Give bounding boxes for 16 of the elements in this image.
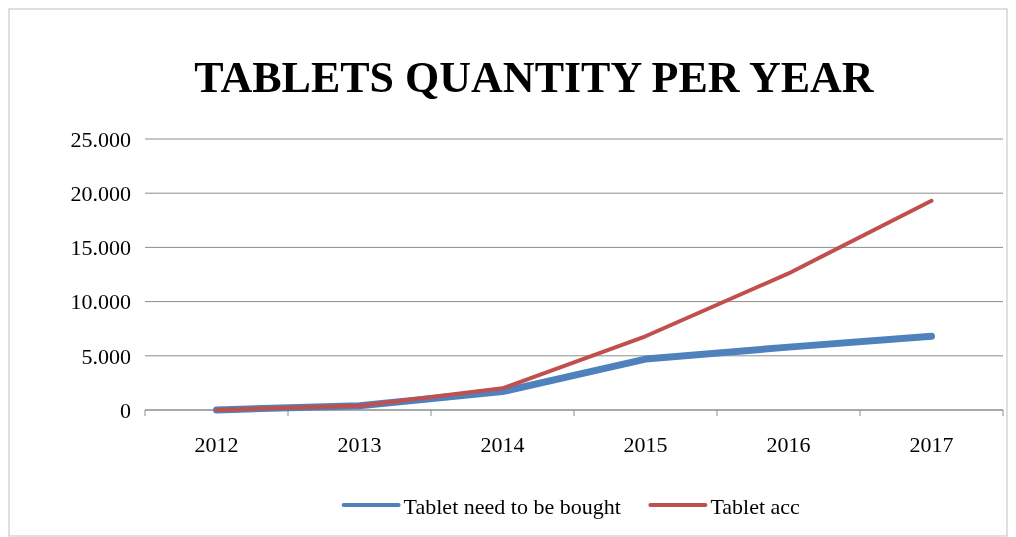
x-tick-label: 2012 (194, 432, 239, 457)
x-tick-label: 2017 (909, 432, 954, 457)
y-tick-label: 10.000 (70, 289, 131, 315)
legend-label: Tablet acc (710, 493, 801, 519)
x-tick-label: 2015 (623, 432, 668, 457)
y-tick-label: 15.000 (70, 235, 131, 261)
x-tick-label: 2014 (480, 432, 525, 457)
x-tick-label: 2016 (766, 432, 811, 457)
y-tick-label: 25.000 (70, 126, 131, 152)
y-tick-label: 5.000 (81, 343, 131, 369)
y-tick-label: 20.000 (70, 180, 131, 206)
legend-label: Tablet need to be bought (403, 493, 621, 519)
y-tick-label: 0 (120, 397, 131, 423)
x-tick-label: 2013 (337, 432, 382, 457)
line-series (214, 198, 934, 412)
chart-title: TABLETS QUANTITY PER YEAR (194, 53, 875, 102)
